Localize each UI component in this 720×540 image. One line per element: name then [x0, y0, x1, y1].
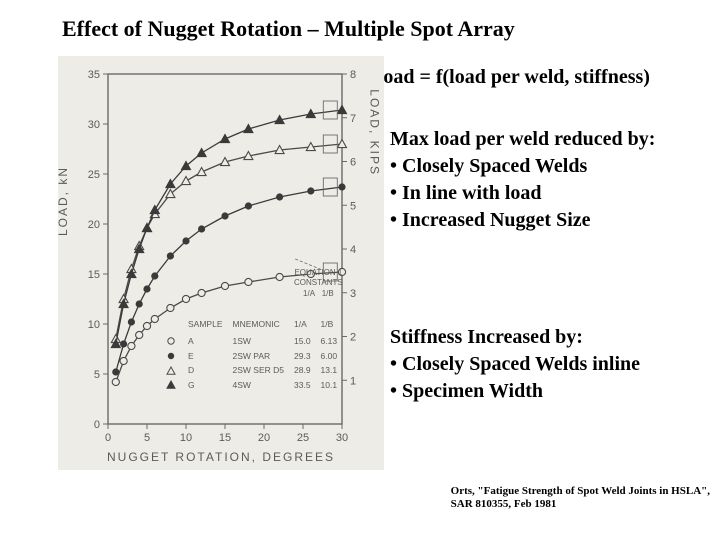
legend-hdr-mnemonic: MNEMONIC — [229, 318, 289, 333]
svg-text:30: 30 — [88, 119, 100, 131]
svg-text:0: 0 — [94, 419, 100, 431]
stiffness-bullet-0: • Closely Spaced Welds inline — [390, 351, 640, 378]
legend-hdr-ib: 1/B — [317, 318, 342, 333]
legend-row: D2SW SER D528.913.1 — [160, 364, 341, 377]
svg-text:35: 35 — [88, 69, 100, 81]
svg-text:15: 15 — [88, 269, 100, 281]
x-axis-label: NUGGET ROTATION, DEGREES — [58, 450, 384, 464]
svg-text:7: 7 — [350, 113, 356, 125]
maxload-block: Max load per weld reduced by: • Closely … — [390, 126, 655, 234]
stiffness-heading: Stiffness Increased by: — [390, 324, 640, 351]
page-title: Effect of Nugget Rotation – Multiple Spo… — [62, 16, 515, 42]
svg-text:20: 20 — [258, 432, 270, 444]
y-axis-left-label: LOAD, kN — [56, 166, 70, 236]
svg-text:25: 25 — [88, 169, 100, 181]
svg-text:4: 4 — [350, 244, 356, 256]
citation-line1: Orts, "Fatigue Strength of Spot Weld Joi… — [451, 485, 710, 499]
svg-text:6: 6 — [350, 157, 356, 169]
maxload-bullet-0: • Closely Spaced Welds — [390, 153, 655, 180]
svg-text:1: 1 — [350, 375, 356, 387]
citation: Orts, "Fatigue Strength of Spot Weld Joi… — [451, 485, 710, 513]
chart-svg: 0 5 10 15 20 25 30 0 5 10 15 20 25 30 35 1 2 3 4 5 6 7 8 — [58, 56, 384, 470]
svg-text:10: 10 — [180, 432, 192, 444]
chart-panel: 0 5 10 15 20 25 30 0 5 10 15 20 25 30 35 1 2 3 4 5 6 7 8 LOAD,… — [58, 56, 384, 470]
stiffness-block: Stiffness Increased by: • Closely Spaced… — [390, 324, 640, 405]
svg-text:5: 5 — [144, 432, 150, 444]
citation-line2: SAR 810355, Feb 1981 — [451, 498, 710, 512]
legend-row: E2SW PAR29.36.00 — [160, 350, 341, 363]
svg-text:5: 5 — [94, 369, 100, 381]
maxload-bullet-1: • In line with load — [390, 180, 655, 207]
maxload-heading: Max load per weld reduced by: — [390, 126, 655, 153]
legend-hdr-ia: 1/A — [290, 318, 315, 333]
legend-row: G4SW33.510.1 — [160, 379, 341, 392]
svg-text:20: 20 — [88, 219, 100, 231]
svg-text:0: 0 — [105, 432, 111, 444]
svg-text:25: 25 — [297, 432, 309, 444]
svg-text:10: 10 — [88, 319, 100, 331]
svg-text:30: 30 — [336, 432, 348, 444]
svg-text:3: 3 — [350, 288, 356, 300]
legend-hdr-sample: SAMPLE — [184, 318, 227, 333]
legend: SAMPLE MNEMONIC 1/A 1/B A1SW15.06.13 E2SW… — [158, 316, 348, 394]
svg-text:8: 8 — [350, 69, 356, 81]
maxload-bullet-2: • Increased Nugget Size — [390, 207, 655, 234]
load-equation: Load = f(load per weld, stiffness) — [370, 66, 650, 89]
legend-row: A1SW15.06.13 — [160, 335, 341, 348]
y-axis-right-label: LOAD, KIPS — [368, 89, 382, 176]
equation-constants-label: EQUATION 1 CONSTANTS 1/A 1/B — [294, 268, 343, 299]
svg-text:15: 15 — [219, 432, 231, 444]
svg-text:2: 2 — [350, 332, 356, 344]
stiffness-bullet-1: • Specimen Width — [390, 378, 640, 405]
svg-text:5: 5 — [350, 200, 356, 212]
